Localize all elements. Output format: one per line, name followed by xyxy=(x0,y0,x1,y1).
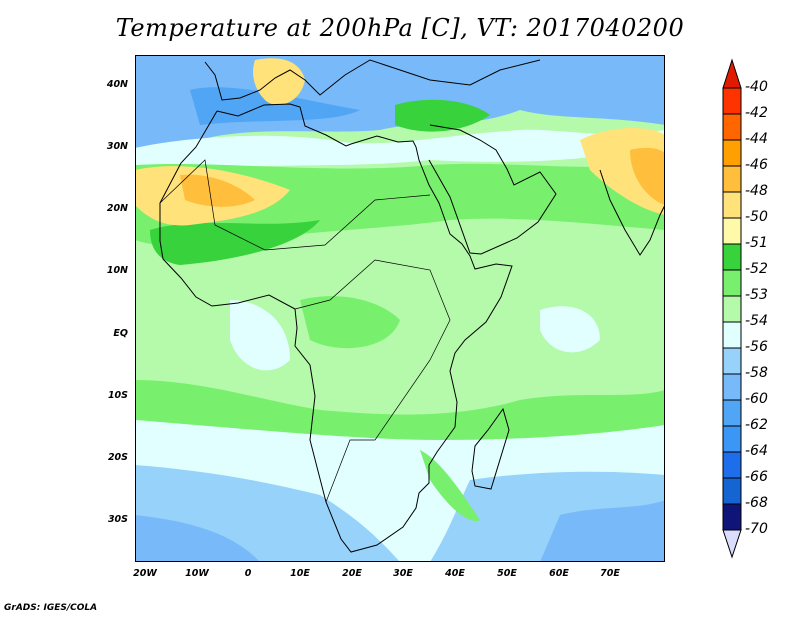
lat-label: 20S xyxy=(107,452,128,463)
colorbar-label: -70 xyxy=(745,521,768,537)
lon-label: 40E xyxy=(445,568,465,579)
madagascar-coastline xyxy=(471,407,510,490)
shading-congo-green xyxy=(300,296,400,349)
colorbar-label: -53 xyxy=(745,287,768,303)
shading-north-light xyxy=(135,129,665,175)
shading-india-orange xyxy=(630,147,665,205)
europe-coastline xyxy=(204,59,541,101)
colorbar-swatch xyxy=(722,477,742,505)
temperature-map xyxy=(135,55,665,562)
arabia-coastline xyxy=(428,124,557,255)
colorbar-swatch xyxy=(722,139,742,167)
shading-sahara-orange xyxy=(180,174,255,207)
colorbar-label: -68 xyxy=(745,495,768,511)
shading-indian-light xyxy=(540,306,600,353)
chart-title: Temperature at 200hPa [C], VT: 201704020… xyxy=(115,14,685,42)
lon-label: 10E xyxy=(290,568,310,579)
lon-label: 70E xyxy=(600,568,620,579)
lon-label: 30E xyxy=(393,568,413,579)
colorbar-label: -51 xyxy=(745,235,768,251)
border-lines-2 xyxy=(294,259,451,503)
colorbar-label: -48 xyxy=(745,183,768,199)
lat-label: 30S xyxy=(107,514,128,525)
colorbar-swatch xyxy=(722,321,742,349)
lon-label: 20W xyxy=(133,568,157,579)
colorbar-swatch xyxy=(722,243,742,271)
colorbar-swatch xyxy=(722,503,742,531)
colorbar-label: -54 xyxy=(745,313,768,329)
colorbar-label: -60 xyxy=(745,391,768,407)
lat-label: 10N xyxy=(106,265,128,276)
colorbar-top-triangle xyxy=(722,58,742,89)
lat-label: 40N xyxy=(106,79,128,90)
colorbar-swatch xyxy=(722,373,742,401)
colorbar-label: -56 xyxy=(745,339,768,355)
lat-label: 20N xyxy=(106,203,128,214)
colorbar-label: -50 xyxy=(745,209,768,225)
shading-north-darkblue xyxy=(190,87,360,125)
lat-label: EQ xyxy=(113,328,128,339)
lat-label: 30N xyxy=(106,141,128,152)
shading-dark-green xyxy=(150,220,320,265)
lon-label: 60E xyxy=(549,568,569,579)
lon-label: 10W xyxy=(185,568,209,579)
colorbar-swatch xyxy=(722,347,742,375)
colorbar-swatch xyxy=(722,399,742,427)
lon-label: 50E xyxy=(497,568,517,579)
colorbar-swatch xyxy=(722,113,742,141)
shading-se-mid-blue xyxy=(540,500,665,562)
shading-turkey-green xyxy=(395,99,490,132)
colorbar-label: -62 xyxy=(745,417,768,433)
colorbar-swatch xyxy=(722,269,742,297)
lon-label: 20E xyxy=(342,568,362,579)
colorbar-label: -58 xyxy=(745,365,768,381)
shading-south-mid-blue xyxy=(135,515,260,562)
shading-atlantic-light xyxy=(230,300,290,371)
credit-label: GrADS: IGES/COLA xyxy=(4,603,98,613)
colorbar-label: -44 xyxy=(745,131,768,147)
shading-mozambique-green xyxy=(420,450,480,521)
border-lines xyxy=(159,159,431,251)
colorbar-label: -64 xyxy=(745,443,768,459)
india-coastline xyxy=(599,169,665,256)
colorbar xyxy=(722,58,742,559)
lat-label: 10S xyxy=(107,390,128,401)
colorbar-label: -46 xyxy=(745,157,768,173)
colorbar-swatch xyxy=(722,191,742,219)
colorbar-swatch xyxy=(722,451,742,479)
shading-europe-yellow xyxy=(253,58,305,105)
colorbar-swatch xyxy=(722,217,742,245)
colorbar-bottom-triangle xyxy=(722,529,742,559)
colorbar-swatch xyxy=(722,87,742,115)
africa-coastline xyxy=(159,103,513,553)
colorbar-swatch xyxy=(722,295,742,323)
colorbar-swatch xyxy=(722,425,742,453)
colorbar-label: -66 xyxy=(745,469,768,485)
colorbar-label: -52 xyxy=(745,261,768,277)
colorbar-swatch xyxy=(722,165,742,193)
shading-green-lower xyxy=(135,380,665,442)
colorbar-label: -42 xyxy=(745,105,768,121)
colorbar-label: -40 xyxy=(745,79,768,95)
lon-label: 0 xyxy=(244,568,252,579)
